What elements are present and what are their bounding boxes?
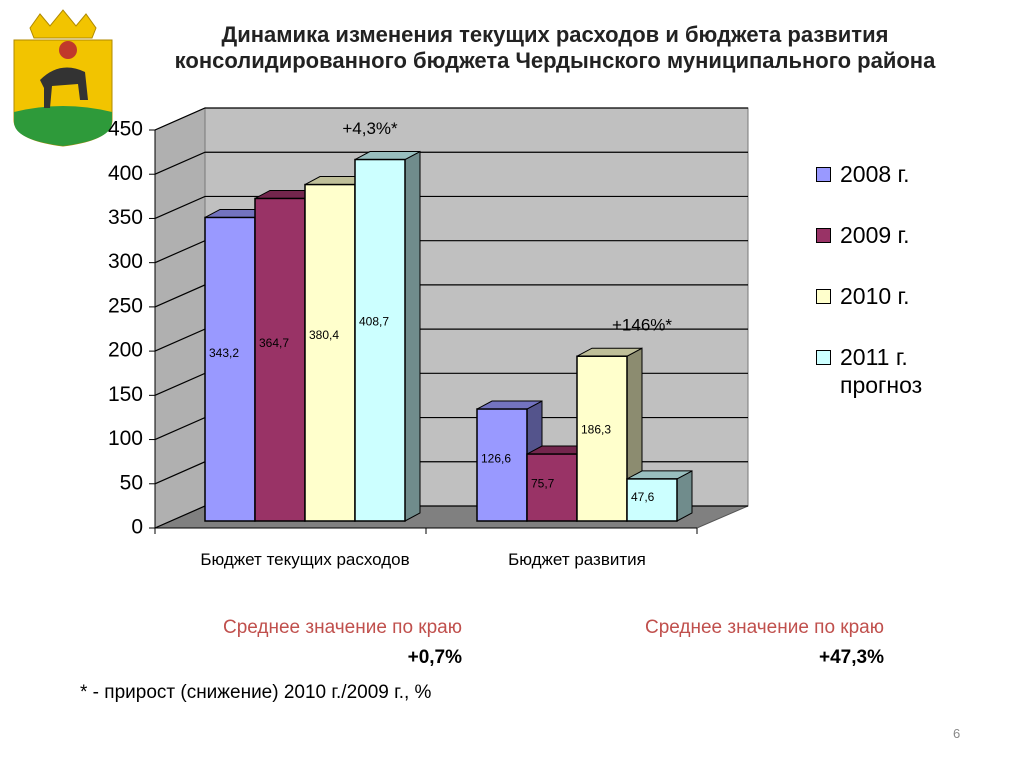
y-tick-label: 300 [108, 250, 143, 273]
x-tick-label: Бюджет развития [508, 550, 646, 569]
y-tick-label: 450 [108, 118, 143, 141]
value-label: 47,6 [631, 490, 655, 504]
bar [254, 197, 306, 522]
value-label: 126,6 [481, 452, 511, 466]
regional-value: +0,7% [407, 647, 462, 668]
regional-label: Среднее значение по краю [222, 617, 462, 638]
y-tick-label: 0 [131, 516, 143, 539]
y-tick-label: 250 [108, 294, 143, 317]
logo [13, 9, 113, 147]
legend-swatch [816, 350, 831, 365]
legend-entry: 2011 г. прогноз [812, 343, 962, 404]
value-label: 408,7 [359, 314, 389, 328]
value-label: 343,2 [209, 346, 239, 360]
bar [526, 453, 578, 522]
legend-entry: 2008 г. [812, 160, 962, 221]
value-label: 380,4 [309, 328, 339, 342]
value-label: 75,7 [531, 476, 555, 490]
bar [204, 216, 256, 522]
legend-swatch [816, 289, 831, 304]
y-tick-label: 350 [108, 206, 143, 229]
legend-swatch [816, 228, 831, 243]
grid-line [154, 151, 748, 175]
y-tick-label: 100 [108, 427, 143, 450]
bar [626, 478, 678, 522]
bar [304, 183, 356, 522]
bar-side [676, 470, 693, 522]
legend-label: 2009 г. [840, 222, 910, 248]
legend-entry: 2009 г. [812, 221, 962, 282]
legend-swatch [816, 167, 831, 182]
regional-label: Среднее значение по краю [644, 617, 884, 638]
legend-entry: 2010 г. [812, 282, 962, 343]
value-label: 186,3 [581, 423, 611, 437]
regional-average: Среднее значение по краю +0,7% [62, 613, 462, 673]
annotation: +146%* [612, 316, 672, 335]
legend: 2008 г. 2009 г. 2010 г. 2011 г. прогноз [812, 160, 962, 404]
bar [576, 355, 628, 522]
y-tick-label: 200 [108, 339, 143, 362]
y-tick-label: 150 [108, 383, 143, 406]
regional-average: Среднее значение по краю +47,3% [484, 613, 884, 673]
value-label: 364,7 [259, 336, 289, 350]
legend-label: 2008 г. [840, 161, 910, 187]
regional-value: +47,3% [819, 647, 884, 668]
annotation: +4,3%* [342, 119, 398, 138]
legend-label: 2011 г. прогноз [840, 344, 923, 398]
grid-line [154, 195, 748, 219]
bar [476, 408, 528, 522]
page-number: 6 [953, 726, 961, 741]
grid-line [154, 107, 748, 131]
legend-label: 2010 г. [840, 283, 910, 309]
y-tick-label: 50 [120, 471, 143, 494]
bar [354, 158, 406, 522]
x-tick-label: Бюджет текущих расходов [200, 550, 410, 569]
footnote: * - прирост (снижение) 2010 г./2009 г., … [80, 682, 432, 703]
title: Динамика изменения текущих расходов и бю… [174, 22, 936, 73]
y-tick-label: 400 [108, 162, 143, 185]
bar-side [404, 150, 421, 522]
